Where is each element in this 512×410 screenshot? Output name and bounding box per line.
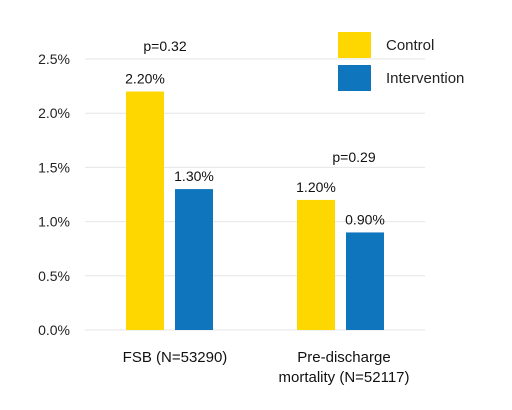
bar-control-0 bbox=[126, 91, 164, 331]
y-tick-label: 0.5% bbox=[38, 268, 70, 284]
y-axis: 0.0% 0.5% 1.0% 1.5% 2.0% 2.5% bbox=[38, 51, 70, 338]
data-label: 1.20% bbox=[296, 179, 336, 195]
data-label: 1.30% bbox=[174, 168, 214, 184]
annotations: p=0.32 p=0.29 bbox=[143, 38, 375, 165]
legend-swatch-intervention bbox=[338, 65, 371, 91]
legend-label: Intervention bbox=[386, 70, 464, 87]
legend-label: Control bbox=[386, 37, 434, 54]
data-label: 0.90% bbox=[345, 211, 385, 227]
data-label: 2.20% bbox=[125, 71, 165, 87]
bar-intervention-1 bbox=[346, 232, 384, 330]
y-tick-label: 1.0% bbox=[38, 214, 70, 230]
p-value-annotation: p=0.32 bbox=[143, 38, 186, 54]
y-tick-label: 0.0% bbox=[38, 322, 70, 338]
category-label-line: FSB (N=53290) bbox=[123, 349, 228, 366]
category-label-line: mortality (N=52117) bbox=[278, 369, 409, 386]
data-labels: 2.20% 1.20% 1.30% 0.90% bbox=[125, 71, 385, 228]
y-tick-label: 1.5% bbox=[38, 159, 70, 175]
category-label-line: Pre-discharge bbox=[297, 349, 390, 366]
category-label: Pre-discharge mortality (N=52117) bbox=[278, 349, 409, 386]
y-tick-label: 2.5% bbox=[38, 51, 70, 67]
p-value-annotation: p=0.29 bbox=[332, 149, 375, 165]
category-label: FSB (N=53290) bbox=[123, 349, 228, 366]
x-axis: FSB (N=53290) Pre-discharge mortality (N=5… bbox=[123, 349, 410, 386]
y-tick-label: 2.0% bbox=[38, 105, 70, 121]
legend-swatch-control bbox=[338, 32, 371, 58]
bar-intervention-0 bbox=[175, 189, 213, 330]
bar-control-1 bbox=[297, 199, 335, 330]
legend: Control Intervention bbox=[338, 32, 464, 91]
bars bbox=[126, 91, 384, 331]
